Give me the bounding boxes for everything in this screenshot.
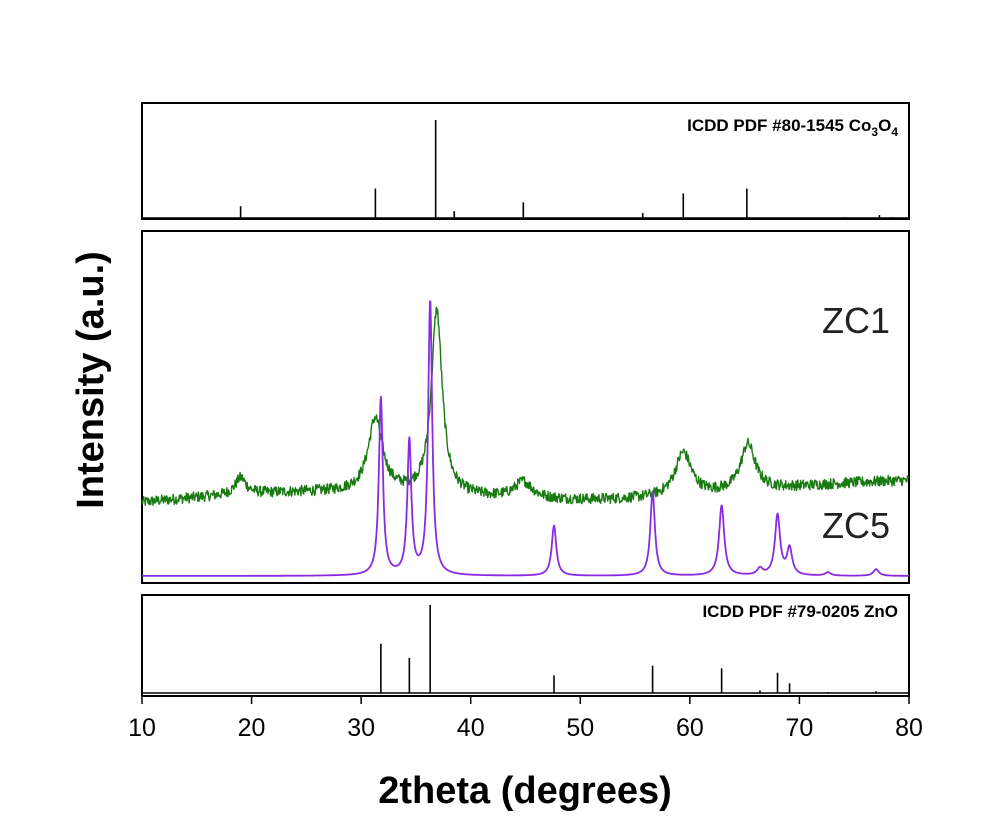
series-line-zc5 [141, 300, 910, 577]
series-label-zc1: ZC1 [822, 300, 890, 341]
x-axis-ticks [141, 696, 910, 704]
bottom-reference-label: ICDD PDF #79-0205 ZnO [702, 602, 898, 621]
top-reference-label: ICDD PDF #80-1545 Co3O4 [687, 116, 898, 139]
x-tick-label-70: 70 [786, 714, 814, 742]
bottom-reference-peaks [142, 605, 909, 694]
x-tick-label-20: 20 [238, 714, 266, 742]
middle-pattern-panel [141, 230, 910, 584]
x-tick-label-80: 80 [895, 714, 923, 742]
x-axis-tick-labels: 10 20 30 40 50 60 70 80 [128, 714, 923, 742]
x-tick-label-40: 40 [457, 714, 485, 742]
x-tick-label-30: 30 [347, 714, 375, 742]
series-label-zc5: ZC5 [822, 505, 890, 546]
x-tick-label-60: 60 [676, 714, 704, 742]
series-line-zc1 [141, 306, 910, 506]
top-reference-panel [141, 102, 910, 220]
bottom-reference-panel [141, 594, 910, 697]
x-tick-label-10: 10 [128, 714, 156, 742]
x-axis-title: 2theta (degrees) [378, 770, 672, 812]
y-axis-title: Intensity (a.u.) [70, 251, 112, 509]
x-tick-label-50: 50 [566, 714, 594, 742]
series-lines [141, 300, 910, 577]
top-reference-peaks [142, 120, 909, 219]
